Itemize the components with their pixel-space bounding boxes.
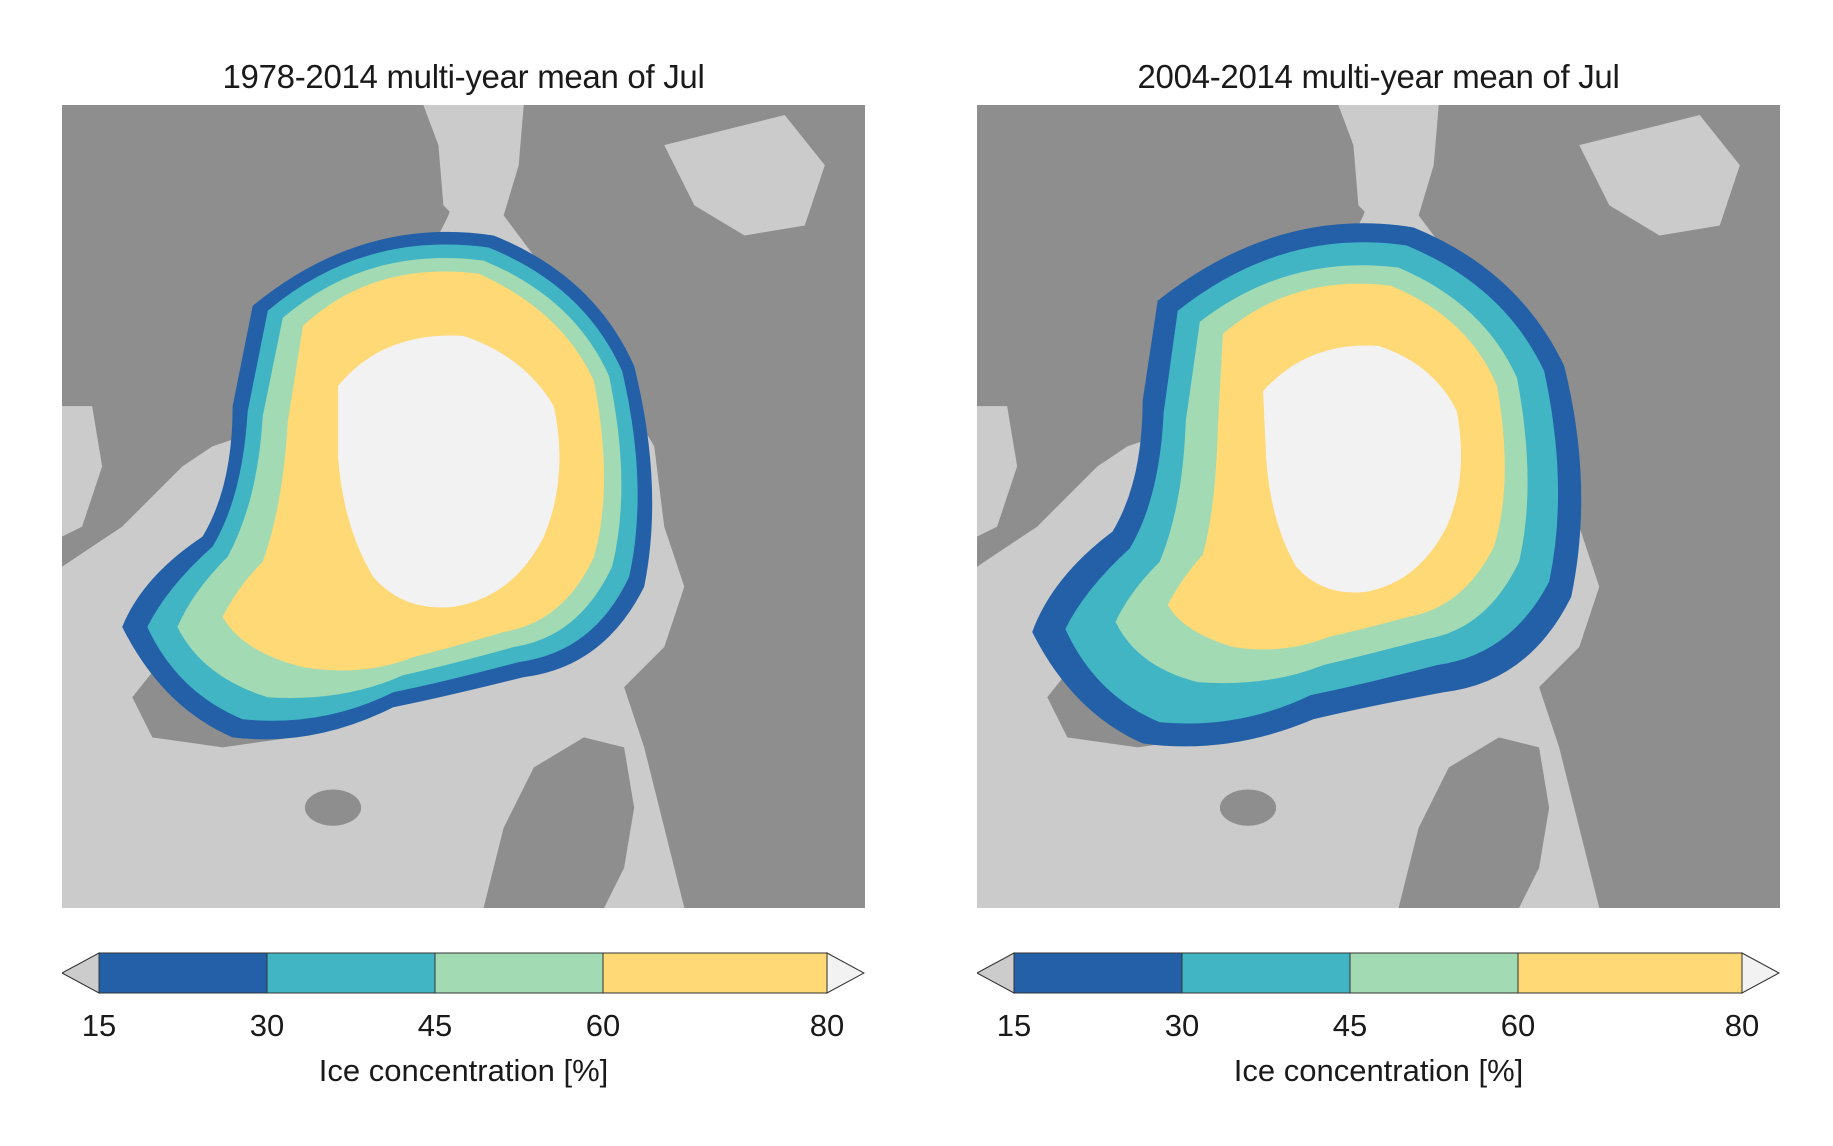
- colorbar-label: Ice concentration [%]: [1233, 1053, 1524, 1088]
- colorbar-tick-80: 80: [809, 1008, 845, 1043]
- colorbar-bin-60-80: [1517, 952, 1743, 994]
- okhotsk-sea: [664, 115, 825, 236]
- bering-sea: [1338, 105, 1439, 226]
- okhotsk-sea: [1579, 115, 1740, 236]
- panel-2004-2014: 2004-2014 multi-year mean of Jul: [955, 0, 1780, 1146]
- map-svg: [62, 105, 865, 908]
- panel-title: 1978-2014 multi-year mean of Jul: [222, 58, 705, 95]
- colorbar-bin-15-30: [98, 952, 268, 994]
- colorbar-bin-30-45: [266, 952, 436, 994]
- colorbar-bin-30-45: [1181, 952, 1351, 994]
- bering-sea: [423, 105, 524, 226]
- colorbar-bin-45-60: [434, 952, 604, 994]
- sea-ice-map: [977, 105, 1780, 908]
- panel-1978-2014: 1978-2014 multi-year mean of Jul: [40, 0, 865, 1146]
- colorbar-bin-60-80: [602, 952, 828, 994]
- iceland-land: [1219, 789, 1277, 826]
- colorbar-svg: [62, 952, 865, 994]
- colorbar: [977, 952, 1780, 994]
- iceland-land: [304, 789, 362, 826]
- colorbar-under-triangle: [62, 952, 100, 994]
- ice-core-80-100: [1263, 345, 1462, 593]
- colorbar-bin-15-30: [1013, 952, 1183, 994]
- colorbar-tick-60: 60: [585, 1008, 621, 1043]
- ice-core-80-100: [338, 335, 560, 608]
- hudson-bay: [62, 406, 103, 537]
- europe-land: [1398, 737, 1550, 908]
- colorbar-bin-45-60: [1349, 952, 1519, 994]
- hudson-bay: [977, 406, 1018, 537]
- colorbar-tick-45: 45: [417, 1008, 453, 1043]
- sea-ice-map: [62, 105, 865, 908]
- colorbar-svg: [977, 952, 1780, 994]
- colorbar-tick-15: 15: [81, 1008, 117, 1043]
- colorbar-tick-15: 15: [996, 1008, 1032, 1043]
- panel-title: 2004-2014 multi-year mean of Jul: [1137, 58, 1620, 95]
- colorbar-tick-30: 30: [1164, 1008, 1200, 1043]
- colorbar: [62, 952, 865, 994]
- map-svg: [977, 105, 1780, 908]
- europe-land: [483, 737, 635, 908]
- colorbar-over-triangle: [1741, 952, 1780, 994]
- colorbar-under-triangle: [977, 952, 1015, 994]
- colorbar-tick-80: 80: [1724, 1008, 1760, 1043]
- colorbar-tick-45: 45: [1332, 1008, 1368, 1043]
- colorbar-over-triangle: [826, 952, 865, 994]
- colorbar-tick-30: 30: [249, 1008, 285, 1043]
- colorbar-label: Ice concentration [%]: [318, 1053, 609, 1088]
- colorbar-tick-60: 60: [1500, 1008, 1536, 1043]
